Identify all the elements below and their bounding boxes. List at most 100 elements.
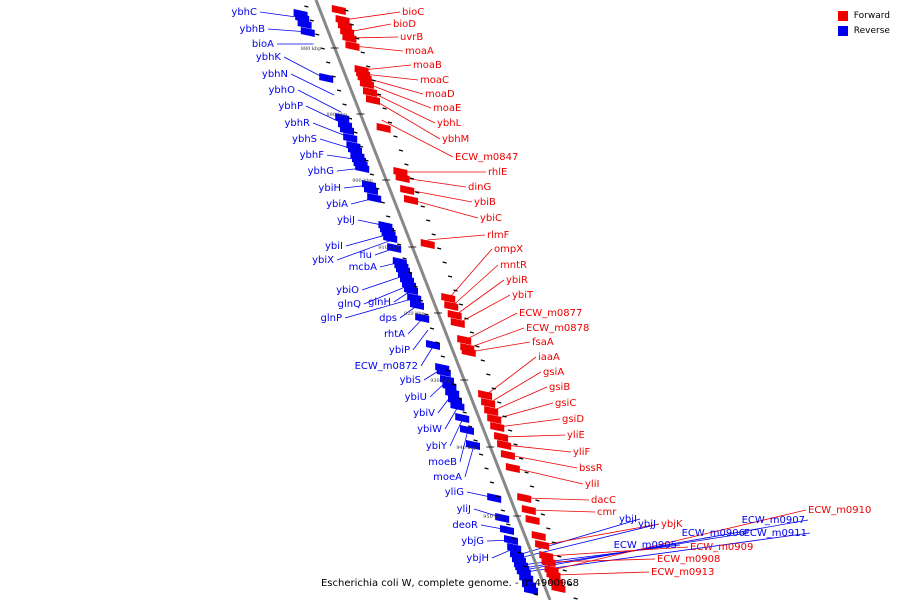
forward-connector <box>554 571 650 576</box>
reverse-swatch <box>837 25 848 36</box>
reverse-gene-label: ybiV <box>413 408 435 419</box>
forward-gene-label: ybjK <box>661 519 683 530</box>
reverse-gene-label: ybjI <box>619 514 637 525</box>
legend: Forward Reverse <box>837 8 890 38</box>
forward-connector <box>508 454 578 469</box>
forward-marker <box>415 191 420 194</box>
forward-marker <box>546 527 551 530</box>
reverse-gene-label: glnP <box>321 313 343 324</box>
forward-connector <box>427 234 486 241</box>
reverse-gene-label: ybjG <box>461 536 484 547</box>
reverse-gene-label: ybhB <box>240 24 266 35</box>
forward-connector <box>455 279 505 316</box>
forward-marker <box>393 135 398 138</box>
reverse-marker <box>506 523 511 526</box>
forward-gene-feature <box>420 239 435 249</box>
reverse-connector <box>297 89 341 113</box>
forward-gene-feature <box>376 123 391 133</box>
forward-gene-feature <box>535 540 550 550</box>
reverse-marker <box>342 103 347 106</box>
legend-item-reverse: Reverse <box>837 23 890 38</box>
reverse-marker <box>336 89 342 92</box>
forward-connector <box>552 509 807 571</box>
reverse-marker <box>511 537 516 540</box>
reverse-gene-label: bioA <box>252 39 274 50</box>
kbp-ticks: 880 kbp 890 kbp 900 kbp 910 kbp 920 kbp 930 k… <box>301 46 522 520</box>
forward-marker <box>486 373 491 376</box>
reverse-gene-label: mcbA <box>349 262 378 273</box>
forward-marker <box>404 163 409 166</box>
reverse-connector <box>449 417 464 447</box>
reverse-gene-feature <box>460 425 474 435</box>
forward-gene-feature <box>505 463 520 473</box>
legend-label-forward: Forward <box>853 10 890 21</box>
forward-gene-feature <box>395 173 410 183</box>
reverse-marker <box>418 299 424 302</box>
forward-connector <box>529 509 596 513</box>
reverse-gene-label: ybhP <box>278 101 303 112</box>
genome-backbone <box>314 0 552 600</box>
forward-gene-feature <box>531 531 546 541</box>
reverse-marker <box>331 75 336 78</box>
forward-marker <box>420 205 425 208</box>
forward-connector <box>367 83 432 109</box>
gene-features <box>293 5 578 600</box>
forward-marker <box>398 149 404 152</box>
reverse-gene-feature <box>466 440 480 450</box>
forward-gene-label: yliE <box>567 430 585 441</box>
reverse-gene-label: ECW_m0872 <box>355 361 418 372</box>
forward-gene-feature <box>500 450 515 460</box>
forward-connector <box>485 356 537 396</box>
reverse-gene-label: ybiP <box>389 345 410 356</box>
forward-marker <box>382 107 387 110</box>
reverse-marker <box>369 173 375 176</box>
reverse-marker <box>495 495 500 498</box>
reverse-connector <box>290 73 335 96</box>
forward-gene-label: dacC <box>591 495 616 506</box>
forward-gene-label: ybhM <box>442 134 469 145</box>
forward-gene-feature <box>444 301 459 311</box>
tick-label: 920 kbp <box>404 311 425 317</box>
forward-connector <box>411 199 479 219</box>
reverse-marker <box>326 61 331 64</box>
forward-marker <box>431 233 436 236</box>
forward-marker <box>355 37 360 40</box>
forward-connector <box>362 64 412 71</box>
forward-gene-label: moaD <box>425 89 455 100</box>
forward-gene-feature <box>404 195 418 205</box>
forward-gene-feature <box>494 432 509 442</box>
forward-gene-feature <box>331 5 346 15</box>
forward-marker <box>371 79 376 82</box>
reverse-gene-label: ybhS <box>292 134 317 145</box>
reverse-gene-label: ybiW <box>417 424 442 435</box>
forward-gene-label: ECW_m0877 <box>519 308 582 319</box>
reverse-marker <box>429 327 435 330</box>
forward-marker <box>387 121 393 124</box>
forward-gene-feature <box>525 515 540 525</box>
reverse-gene-label: ybhF <box>300 150 325 161</box>
forward-gene-label: ybhL <box>437 118 462 129</box>
forward-connector <box>452 264 499 307</box>
forward-gene-feature <box>521 505 536 515</box>
forward-gene-label: ECW_m0910 <box>808 505 871 516</box>
forward-connector <box>488 371 542 404</box>
forward-marker <box>437 247 442 250</box>
tick-label: 910 kbp <box>378 245 399 251</box>
forward-gene-label: moaE <box>433 103 461 114</box>
forward-gene-label: ECW_m0908 <box>657 554 720 565</box>
reverse-connector <box>420 344 435 367</box>
forward-marker <box>349 23 354 26</box>
forward-marker <box>562 569 567 572</box>
reverse-gene-feature <box>426 340 440 350</box>
forward-gene-label: uvrB <box>400 32 423 43</box>
forward-connector <box>408 189 473 203</box>
reverse-gene-feature <box>319 73 334 83</box>
reverse-gene-label: moeB <box>428 457 457 468</box>
reverse-gene-feature <box>355 163 370 173</box>
tick-label: 900 kbp <box>352 178 373 184</box>
forward-gene-feature <box>461 347 476 357</box>
tick-label: 880 kbp <box>301 46 322 52</box>
forward-marker <box>426 219 431 222</box>
forward-gene-label: rlmF <box>487 230 510 241</box>
forward-gene-label: moaC <box>420 75 449 86</box>
